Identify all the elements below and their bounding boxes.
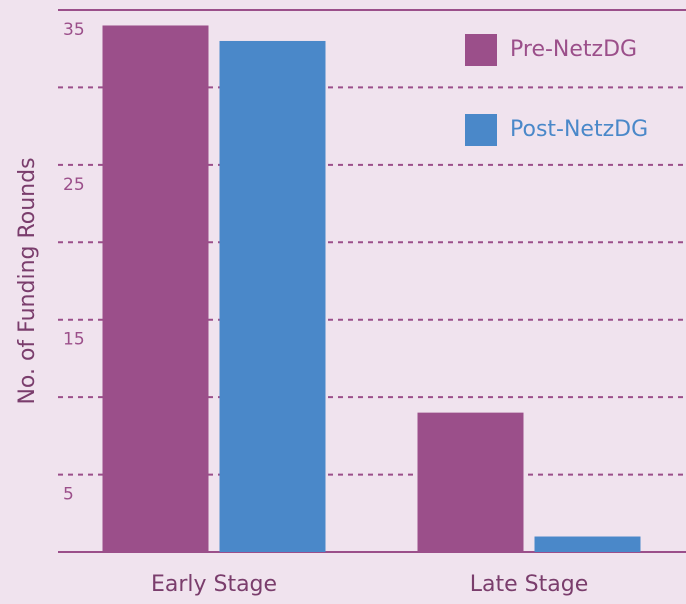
y-tick-label: 5 xyxy=(63,485,74,505)
bar xyxy=(219,40,326,552)
y-tick-label: 35 xyxy=(63,20,85,40)
legend-label: Pre-NetzDG xyxy=(510,37,637,62)
x-tick-label: Early Stage xyxy=(151,572,277,597)
bar xyxy=(417,412,524,552)
y-tick-label: 15 xyxy=(63,330,85,350)
legend-swatch xyxy=(465,114,497,146)
y-tick-label: 25 xyxy=(63,175,85,195)
bar xyxy=(102,25,209,552)
y-axis-label: No. of Funding Rounds xyxy=(15,157,40,404)
x-tick-label: Late Stage xyxy=(470,572,588,597)
legend-label: Post-NetzDG xyxy=(510,117,648,142)
bar xyxy=(534,536,641,552)
legend-swatch xyxy=(465,34,497,66)
